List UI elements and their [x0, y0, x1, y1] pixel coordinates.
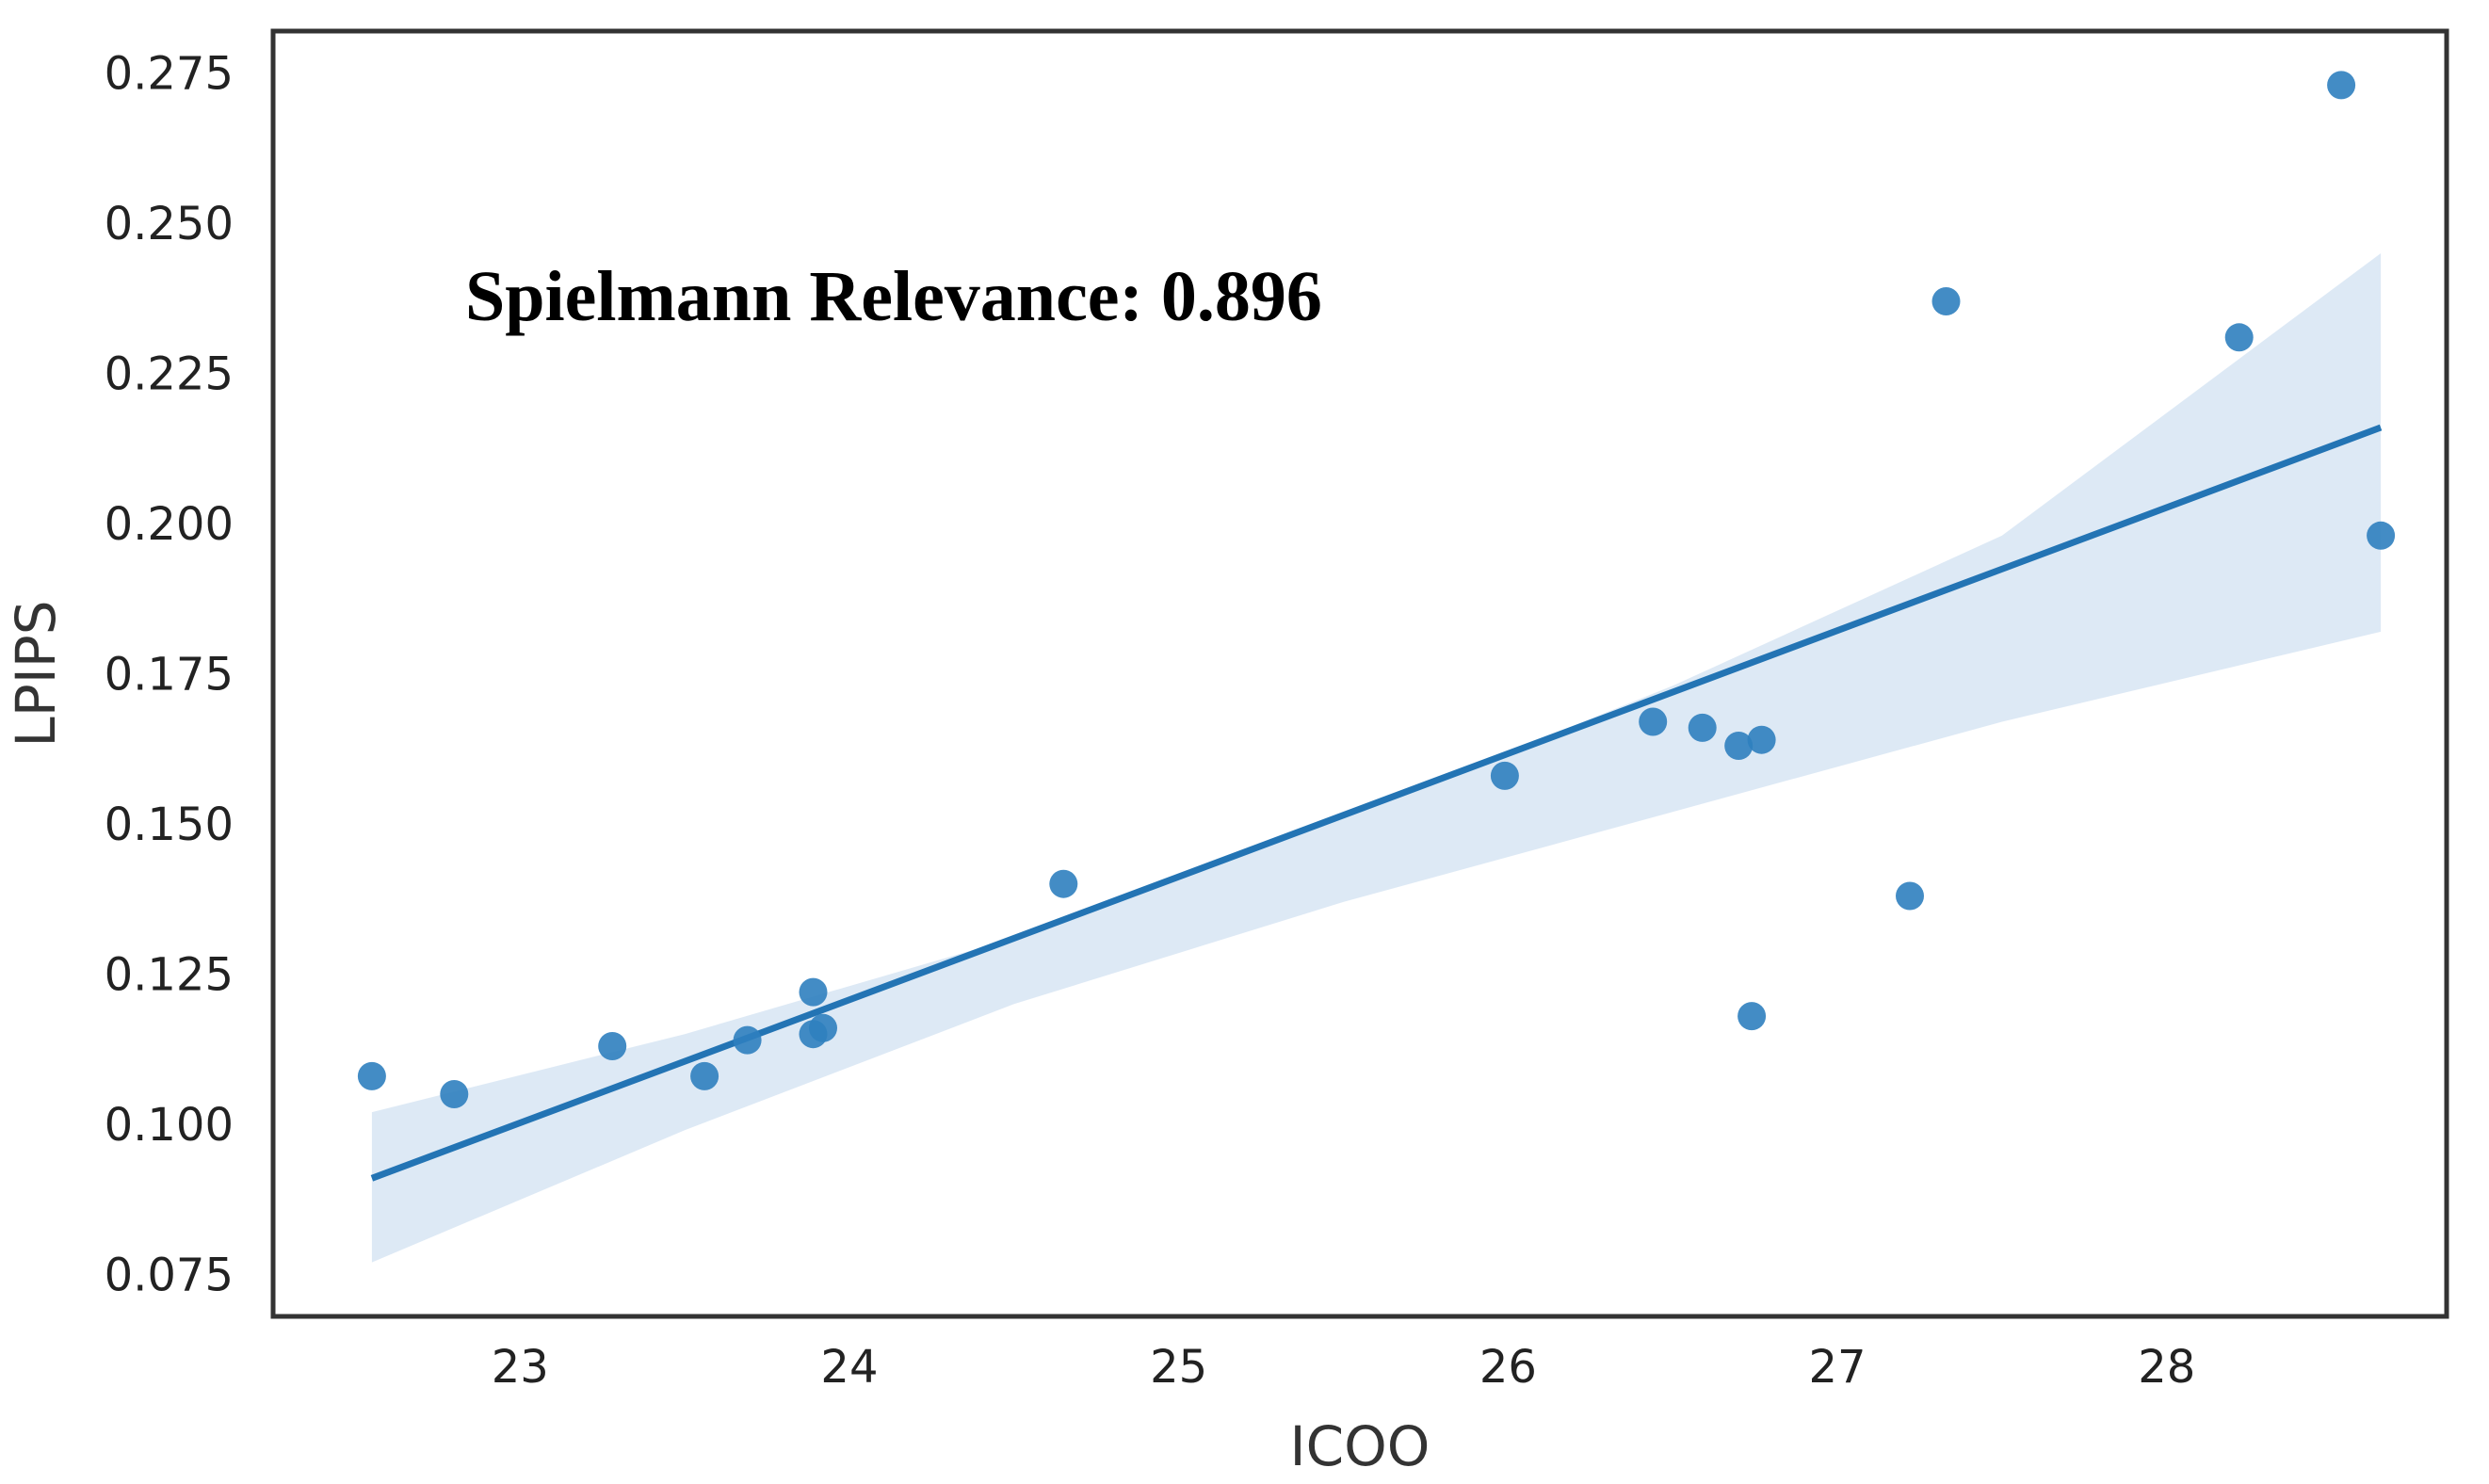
plot-area: [357, 71, 2396, 1263]
data-point-6: [799, 977, 828, 1007]
data-point-3: [598, 1032, 627, 1060]
x-tick-label: 25: [1150, 1341, 1207, 1394]
y-tick-label: 0.125: [105, 948, 234, 1001]
x-axis-ticks: 23 24 25 26 27 28: [492, 1341, 2196, 1394]
data-point-19: [2327, 71, 2356, 100]
x-axis-label: ICOO: [1290, 1414, 1430, 1478]
regression-line: [370, 424, 2383, 1182]
data-point-14: [1747, 725, 1776, 754]
y-tick-label: 0.225: [105, 348, 234, 401]
y-axis-ticks: 0.075 0.100 0.125 0.150 0.175 0.200 0.225 0.250…: [105, 48, 234, 1302]
data-point-20: [2367, 521, 2396, 550]
data-point-1: [357, 1061, 386, 1090]
data-point-2: [440, 1080, 469, 1108]
data-point-17: [1931, 287, 1961, 315]
data-point-9: [1049, 869, 1078, 898]
y-tick-label: 0.200: [105, 498, 234, 551]
data-point-10: [1490, 761, 1519, 790]
plot-frame: [270, 28, 2449, 1319]
correlation-annotation: Spielmann Relevance: 0.896: [465, 257, 1322, 336]
x-tick-label: 26: [1479, 1341, 1537, 1394]
y-tick-label: 0.075: [105, 1249, 234, 1301]
x-tick-label: 24: [820, 1341, 878, 1394]
data-point-12: [1688, 713, 1717, 742]
x-tick-label: 23: [492, 1341, 549, 1394]
x-tick-label: 28: [2138, 1341, 2195, 1394]
data-point-15: [1737, 1002, 1767, 1031]
y-axis-label: LPIPS: [4, 600, 68, 747]
x-tick-label: 27: [1809, 1341, 1867, 1394]
data-point-13: [1724, 732, 1754, 760]
y-tick-label: 0.250: [105, 198, 234, 250]
data-point-16: [1896, 881, 1924, 911]
y-tick-label: 0.175: [105, 649, 234, 702]
data-point-18: [2224, 323, 2254, 352]
confidence-band: [371, 253, 2382, 1263]
data-point-8: [809, 1013, 837, 1042]
y-tick-label: 0.100: [105, 1099, 234, 1152]
data-point-5: [733, 1025, 762, 1055]
y-tick-label: 0.275: [105, 48, 234, 101]
data-point-4: [690, 1061, 719, 1090]
data-point-11: [1639, 707, 1668, 736]
y-tick-label: 0.150: [105, 798, 234, 851]
